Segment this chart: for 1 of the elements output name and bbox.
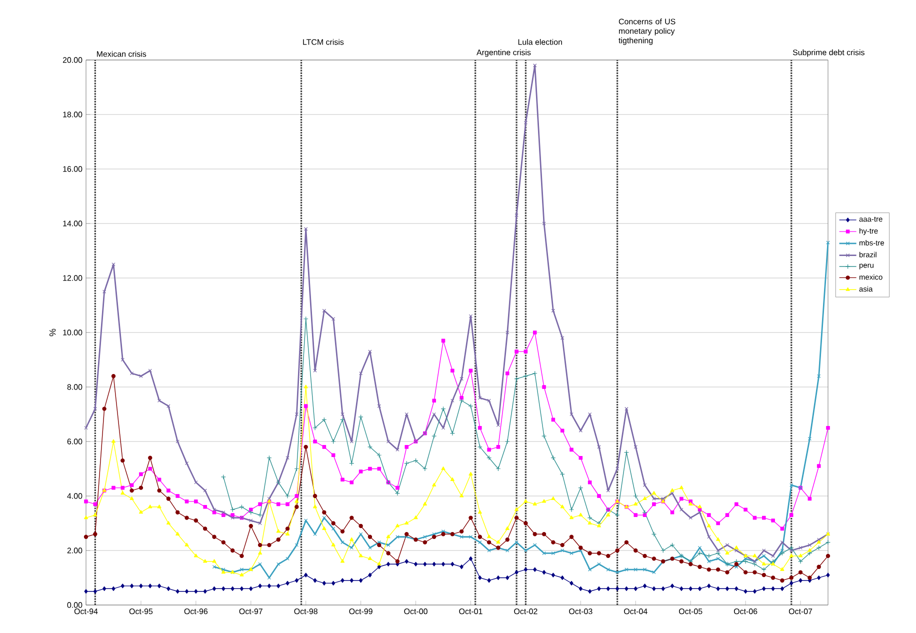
y-axis-title: % bbox=[49, 328, 56, 336]
